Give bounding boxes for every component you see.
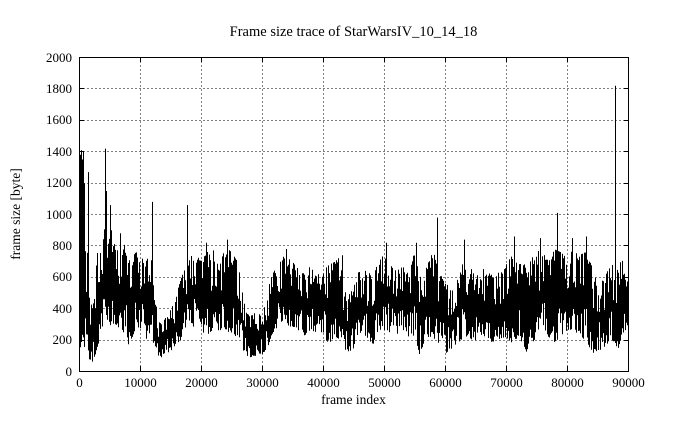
x-tick-label: 30000: [246, 375, 279, 390]
y-tick-label: 200: [52, 332, 73, 348]
y-tick-label: 1200: [46, 175, 72, 191]
y-tick-label: 1000: [46, 206, 72, 222]
y-tick-label: 1600: [46, 112, 72, 128]
y-tick-label: 1800: [46, 80, 72, 96]
y-tick-label: 0: [65, 363, 73, 379]
x-tick-label: 10000: [124, 375, 157, 390]
grid-lines: [79, 57, 629, 372]
chart-title: Frame size trace of StarWarsIV_10_14_18: [229, 24, 478, 40]
y-tick-label: 1400: [46, 143, 72, 159]
y-tick-label: 600: [52, 269, 73, 285]
x-tick-label: 0: [76, 375, 83, 390]
x-tick-label: 40000: [307, 375, 340, 390]
x-tick-label: 60000: [429, 375, 462, 390]
trace-path: [79, 85, 628, 362]
y-tick-label: 800: [52, 237, 73, 253]
x-tick-label: 50000: [368, 375, 401, 390]
x-tick-label: 90000: [612, 375, 645, 390]
x-axis-label: frame index: [321, 392, 386, 407]
x-tick-label: 80000: [551, 375, 584, 390]
x-tick-label: 70000: [490, 375, 523, 390]
y-tick-label: 2000: [46, 49, 72, 65]
y-tick-label: 400: [52, 300, 73, 316]
x-tick-label: 20000: [185, 375, 218, 390]
